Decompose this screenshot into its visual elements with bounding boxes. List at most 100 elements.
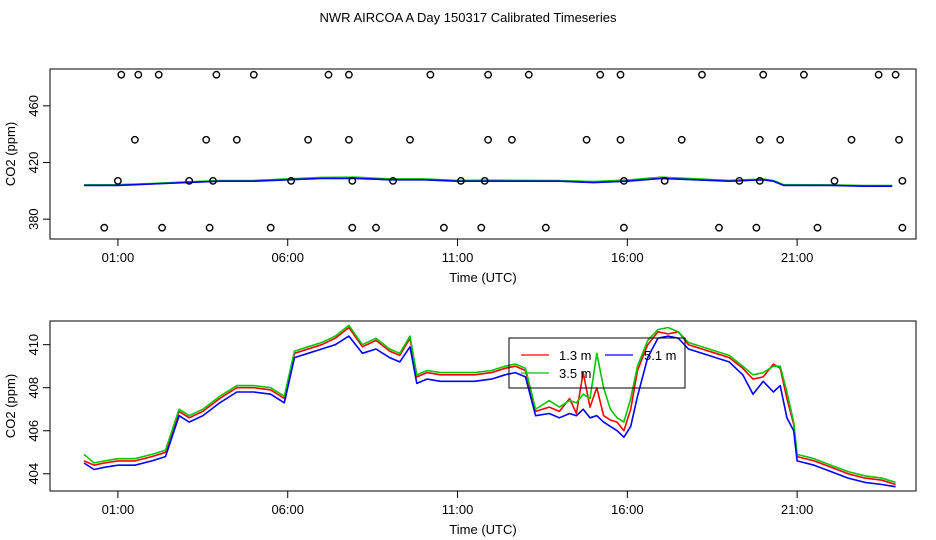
- point-marker: [507, 135, 516, 144]
- point-marker: [874, 70, 883, 79]
- bottom-panel: 01:00 06:00 11:00 16:00 21:00 404 406 408 410 T…: [3, 320, 917, 537]
- point-marker: [891, 70, 900, 79]
- point-marker: [212, 70, 221, 79]
- point-marker: [202, 135, 211, 144]
- point-marker: [389, 176, 397, 185]
- point-marker: [484, 70, 492, 79]
- y-tick-label: 408: [26, 377, 41, 399]
- x-tick-label: 21:00: [781, 502, 814, 517]
- point-marker: [266, 223, 275, 232]
- x-tick-label: 21:00: [781, 250, 814, 265]
- point-marker: [830, 176, 839, 185]
- point-marker: [898, 223, 907, 232]
- point-marker: [541, 223, 550, 232]
- top-y-axis-label: CO2 (ppm): [3, 122, 18, 186]
- point-marker: [660, 176, 669, 185]
- point-marker: [348, 223, 357, 232]
- point-marker: [755, 176, 764, 185]
- series-line-3-5-m: [83, 324, 896, 484]
- point-marker: [616, 70, 625, 79]
- point-marker: [100, 223, 109, 232]
- point-marker: [134, 70, 143, 79]
- point-marker: [185, 176, 194, 185]
- top-plot-frame: [49, 68, 917, 240]
- legend-label-3-5m: 3.5 m: [559, 366, 592, 381]
- point-marker: [759, 70, 768, 79]
- point-marker: [755, 135, 764, 144]
- y-tick-label: 410: [26, 334, 41, 356]
- point-marker: [813, 223, 822, 232]
- point-marker: [439, 223, 448, 232]
- x-tick-label: 01:00: [102, 502, 135, 517]
- point-marker: [800, 70, 808, 79]
- chart-title: NWR AIRCOA A Day 150317 Calibrated Times…: [320, 10, 617, 25]
- point-marker: [304, 135, 312, 144]
- x-tick-label: 11:00: [442, 250, 474, 265]
- bottom-y-axis-label: CO2 (ppm): [3, 374, 18, 438]
- point-marker: [480, 176, 489, 185]
- point-marker: [232, 135, 241, 144]
- point-marker: [847, 135, 856, 144]
- y-tick-label: 420: [26, 152, 41, 174]
- top-series-lines: [83, 176, 893, 187]
- point-marker: [406, 135, 414, 144]
- point-marker: [582, 135, 591, 144]
- point-marker: [596, 70, 605, 79]
- point-marker: [895, 135, 903, 144]
- y-tick-label: 460: [26, 95, 41, 117]
- point-marker: [477, 223, 486, 232]
- y-tick-label: 380: [26, 208, 41, 230]
- y-tick-label: 406: [26, 420, 41, 442]
- x-tick-label: 16:00: [611, 502, 644, 517]
- point-marker: [616, 135, 625, 144]
- point-marker: [130, 135, 139, 144]
- bottom-x-axis-label: Time (UTC): [449, 522, 516, 537]
- point-marker: [677, 135, 686, 144]
- point-marker: [114, 176, 122, 185]
- point-marker: [209, 176, 217, 185]
- top-point-markers: [100, 70, 907, 232]
- legend-label-5-1m: 5.1 m: [644, 348, 677, 363]
- point-marker: [205, 223, 214, 232]
- point-marker: [698, 70, 706, 79]
- point-marker: [898, 176, 907, 185]
- point-marker: [484, 135, 492, 144]
- x-tick-label: 06:00: [271, 250, 304, 265]
- point-marker: [158, 223, 167, 232]
- top-panel: 01:00 06:00 11:00 16:00 21:00 380 420 460 Time…: [3, 68, 917, 285]
- top-x-axis-label: Time (UTC): [449, 270, 516, 285]
- point-marker: [456, 176, 465, 185]
- top-x-axis: 01:00 06:00 11:00 16:00 21:00: [102, 239, 814, 265]
- point-marker: [344, 135, 353, 144]
- point-marker: [287, 176, 295, 185]
- point-marker: [324, 70, 333, 79]
- x-tick-label: 16:00: [611, 250, 644, 265]
- point-marker: [524, 70, 533, 79]
- point-marker: [348, 176, 357, 185]
- point-marker: [752, 223, 761, 232]
- point-marker: [715, 223, 723, 232]
- bottom-x-axis: 01:00 06:00 11:00 16:00 21:00: [102, 491, 814, 517]
- point-marker: [117, 70, 126, 79]
- point-marker: [249, 70, 258, 79]
- series-line-1-3-m: [83, 326, 896, 486]
- legend: 1.3 m 5.1 m 3.5 m: [508, 337, 686, 389]
- point-marker: [154, 70, 163, 79]
- point-marker: [344, 70, 353, 79]
- point-marker: [735, 176, 744, 185]
- point-marker: [372, 223, 380, 232]
- legend-label-1-3m: 1.3 m: [559, 348, 592, 363]
- bottom-plot-frame: [49, 320, 917, 492]
- x-tick-label: 01:00: [102, 250, 135, 265]
- series-line-5-1-m: [83, 335, 896, 488]
- y-tick-label: 404: [26, 463, 41, 485]
- point-marker: [776, 135, 785, 144]
- point-marker: [426, 70, 435, 79]
- point-marker: [620, 176, 628, 185]
- point-marker: [620, 223, 628, 232]
- top-y-axis: 380 420 460: [26, 95, 50, 230]
- bottom-series-lines: [83, 324, 896, 488]
- bottom-y-axis: 404 406 408 410: [26, 334, 50, 485]
- series-line-5-1-m: [84, 177, 893, 187]
